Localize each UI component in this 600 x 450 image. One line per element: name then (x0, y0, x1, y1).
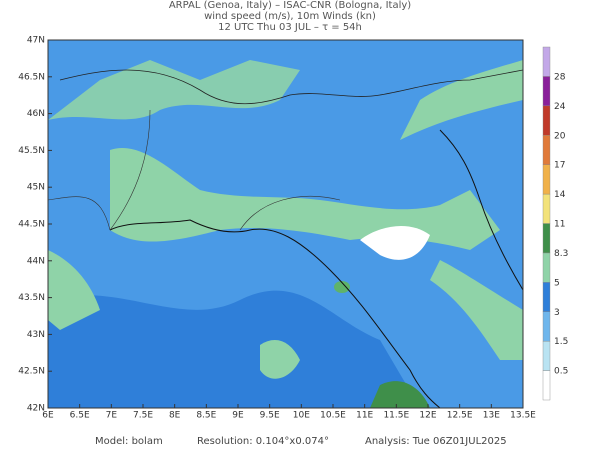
colorbar-swatch (542, 135, 551, 165)
coastline (109, 219, 441, 408)
colorbar-label: 20 (554, 131, 566, 141)
colorbar-label: 14 (554, 190, 566, 200)
lon-label: 8E (169, 411, 181, 421)
time-line: 12 UTC Thu 03 JUL – τ = 54h (218, 22, 362, 33)
lon-label: 13E (483, 411, 500, 421)
lon-label: 11.5E (383, 411, 409, 421)
wind-area (48, 250, 100, 330)
coastline (439, 129, 523, 291)
wind-area (400, 60, 523, 140)
colorbar-label: 8.3 (554, 249, 568, 259)
lon-label: 12E (419, 411, 436, 421)
lon-label: 6E (42, 411, 54, 421)
lon-label: 8.5E (196, 411, 216, 421)
colorbar: 28 24 20 17 14 11 8.3 5 3 1.5 0.5 (542, 46, 568, 401)
footer-analysis: Analysis: Tue 06Z01JUL2025 (365, 436, 507, 447)
colorbar-swatch (542, 164, 551, 195)
lon-label: 9E (232, 411, 244, 421)
colorbar-swatch (542, 46, 551, 77)
footer-resolution: Resolution: 0.104°x0.074° (197, 436, 329, 447)
lat-label: 43.5N (18, 293, 45, 303)
wind-area (48, 60, 300, 120)
lat-label: 42N (27, 404, 45, 414)
colorbar-label: 3 (554, 308, 560, 318)
lon-label: 10E (293, 411, 310, 421)
lat-label: 47N (27, 36, 45, 46)
lon-label: 7.5E (133, 411, 153, 421)
lat-label: 46N (27, 109, 45, 119)
lon-label: 11E (356, 411, 373, 421)
colorbar-label: 1.5 (554, 337, 568, 347)
wind-area (260, 340, 300, 379)
colorbar-label: 5 (554, 278, 560, 288)
colorbar-swatch (542, 105, 551, 136)
wind-area (110, 148, 500, 250)
wind-area (430, 260, 523, 360)
subtitle-line: wind speed (m/s), 10m Winds (kn) (204, 11, 376, 22)
wind-area (370, 381, 430, 408)
lon-label: 6.5E (70, 411, 90, 421)
border (59, 69, 523, 105)
colorbar-label: 0.5 (554, 367, 568, 377)
lat-label: 42.5N (18, 367, 45, 377)
colorbar-swatch (542, 252, 551, 283)
colorbar-label: 28 (554, 72, 566, 82)
lon-label: 13.5E (510, 411, 536, 421)
colorbar-swatch (542, 223, 551, 254)
colorbar-swatch (542, 193, 551, 224)
colorbar-swatch (542, 370, 551, 401)
footer-model: Model: bolam (95, 436, 163, 447)
wind-area (334, 281, 350, 293)
lat-label: 43N (27, 330, 45, 340)
colorbar-swatch (542, 282, 551, 312)
lon-label: 7E (106, 411, 118, 421)
border (48, 109, 341, 231)
map (47, 39, 524, 409)
lon-label: 9.5E (260, 411, 280, 421)
lat-label: 46.5N (18, 72, 45, 82)
colorbar-swatch (542, 76, 551, 107)
colorbar-swatch (542, 311, 551, 342)
colorbar-label: 17 (554, 161, 565, 171)
lon-label: 12.5E (447, 411, 473, 421)
wind-area (48, 290, 420, 408)
wind-area (360, 225, 430, 260)
colorbar-label: 11 (554, 220, 565, 230)
lat-label: 44.5N (18, 220, 45, 230)
title-line: ARPAL (Genoa, Italy) – ISAC-CNR (Bologna… (169, 0, 411, 11)
lon-label: 10.5E (320, 411, 346, 421)
colorbar-swatch (542, 340, 551, 371)
lat-label: 44N (27, 256, 45, 266)
lat-label: 45.5N (18, 146, 45, 156)
colorbar-label: 24 (554, 102, 566, 112)
lat-label: 45N (27, 183, 45, 193)
